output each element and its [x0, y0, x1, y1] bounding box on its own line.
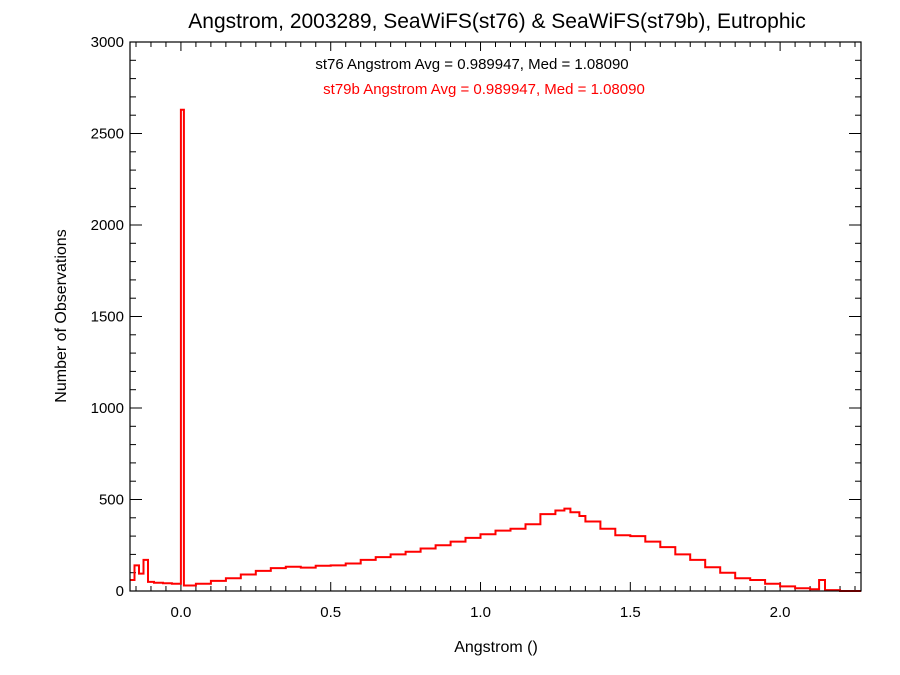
- y-tick-label: 1000: [91, 400, 124, 417]
- x-tick-label: 1.5: [620, 604, 641, 621]
- annotation-st76: st76 Angstrom Avg = 0.989947, Med = 1.08…: [315, 56, 628, 73]
- y-axis-label: Number of Observations: [53, 229, 70, 402]
- plot-frame: [129, 41, 862, 592]
- y-tick-label: 2500: [91, 126, 124, 143]
- y-tick-label: 2000: [91, 217, 124, 234]
- x-tick-label: 1.0: [470, 604, 491, 621]
- axis-ticks: [130, 41, 861, 592]
- x-tick-label: 2.0: [770, 604, 791, 621]
- y-tick-label: 3000: [91, 34, 124, 51]
- chart-title: Angstrom, 2003289, SeaWiFS(st76) & SeaWi…: [188, 10, 805, 33]
- y-tick-label: 0: [116, 583, 124, 600]
- series-line-st79b: [130, 108, 861, 592]
- x-axis-label: Angstrom (): [454, 639, 538, 656]
- annotation-st79b: st79b Angstrom Avg = 0.989947, Med = 1.0…: [323, 81, 645, 98]
- x-tick-label: 0.5: [320, 604, 341, 621]
- y-tick-label: 500: [99, 492, 124, 509]
- x-tick-label: 0.0: [171, 604, 192, 621]
- axis-tick-labels: 0.0 0.5 1.0 1.5 2.0 0 500 1000 1500 2000 2500 3000: [91, 34, 791, 621]
- y-tick-label: 1500: [91, 309, 124, 326]
